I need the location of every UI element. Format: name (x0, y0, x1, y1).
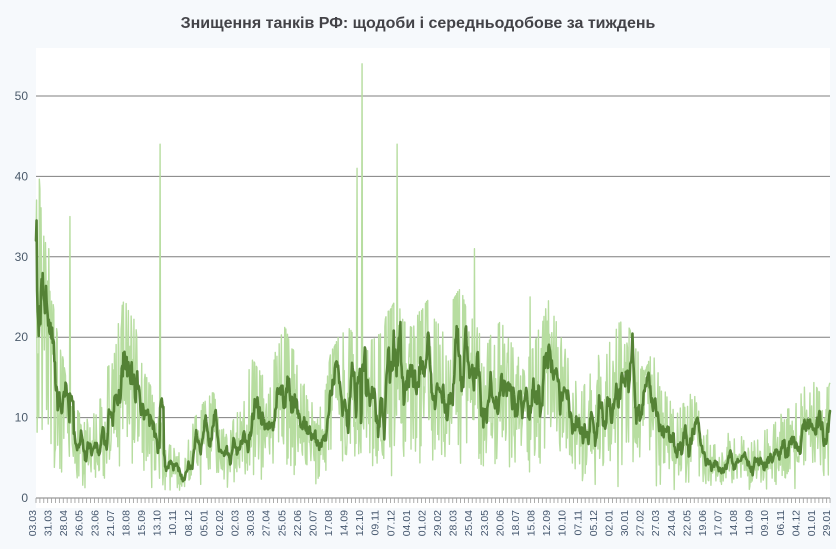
svg-text:20.06: 20.06 (494, 510, 506, 536)
svg-text:10: 10 (15, 411, 29, 425)
svg-text:0: 0 (21, 491, 28, 505)
svg-text:04.01: 04.01 (401, 510, 413, 536)
svg-text:27.04: 27.04 (261, 510, 273, 536)
svg-text:23.05: 23.05 (479, 510, 491, 536)
svg-text:26.05: 26.05 (74, 510, 86, 536)
svg-text:13.10: 13.10 (152, 510, 164, 536)
svg-text:12.10: 12.10 (354, 510, 366, 536)
svg-text:02.01: 02.01 (603, 510, 615, 536)
svg-text:14.09: 14.09 (339, 510, 351, 536)
svg-text:29.02: 29.02 (432, 510, 444, 536)
svg-text:24.04: 24.04 (666, 510, 678, 536)
svg-text:05.01: 05.01 (198, 510, 210, 536)
svg-text:08.12: 08.12 (183, 510, 195, 536)
svg-text:30: 30 (15, 250, 29, 264)
svg-text:02.03: 02.03 (230, 510, 242, 536)
svg-text:15.09: 15.09 (136, 510, 148, 536)
svg-text:18.07: 18.07 (510, 510, 522, 536)
svg-text:50: 50 (15, 89, 29, 103)
svg-text:28.03: 28.03 (448, 510, 460, 536)
svg-text:22.05: 22.05 (681, 510, 693, 536)
svg-text:11.09: 11.09 (744, 510, 756, 536)
svg-text:05.12: 05.12 (588, 510, 600, 536)
svg-text:23.06: 23.06 (89, 510, 101, 536)
svg-text:09.10: 09.10 (759, 510, 771, 536)
svg-text:30.03: 30.03 (245, 510, 257, 536)
svg-text:30.01: 30.01 (619, 510, 631, 536)
svg-text:17.07: 17.07 (712, 510, 724, 536)
svg-text:21.07: 21.07 (105, 510, 117, 536)
svg-text:17.08: 17.08 (323, 510, 335, 536)
svg-text:10.11: 10.11 (167, 510, 179, 536)
svg-text:20: 20 (15, 330, 29, 344)
svg-text:03.03: 03.03 (27, 510, 39, 536)
svg-text:07.11: 07.11 (572, 510, 584, 536)
svg-text:10.10: 10.10 (557, 510, 569, 536)
svg-text:14.08: 14.08 (728, 510, 740, 536)
svg-text:09.11: 09.11 (370, 510, 382, 536)
svg-text:28.04: 28.04 (58, 510, 70, 536)
svg-text:29.01: 29.01 (821, 510, 833, 536)
svg-text:12.09: 12.09 (541, 510, 553, 536)
svg-text:02.02: 02.02 (214, 510, 226, 536)
svg-text:18.08: 18.08 (120, 510, 132, 536)
svg-text:04.12: 04.12 (790, 510, 802, 536)
svg-text:06.11: 06.11 (775, 510, 787, 536)
svg-text:07.12: 07.12 (385, 510, 397, 536)
svg-text:19.06: 19.06 (697, 510, 709, 536)
svg-text:25.05: 25.05 (276, 510, 288, 536)
svg-text:25.04: 25.04 (463, 510, 475, 536)
svg-text:27.02: 27.02 (635, 510, 647, 536)
svg-text:15.08: 15.08 (526, 510, 538, 536)
svg-text:20.07: 20.07 (307, 510, 319, 536)
svg-text:27.03: 27.03 (650, 510, 662, 536)
svg-text:31.03: 31.03 (43, 510, 55, 536)
svg-text:01.02: 01.02 (416, 510, 428, 536)
svg-text:01.01: 01.01 (806, 510, 818, 536)
svg-text:40: 40 (15, 169, 29, 183)
svg-text:22.06: 22.06 (292, 510, 304, 536)
